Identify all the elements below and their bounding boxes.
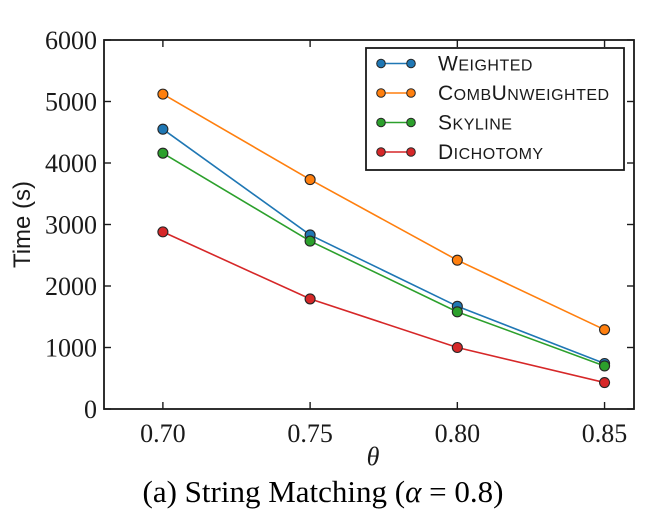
data-point-weighted <box>157 123 169 135</box>
y-tick-label: 5000 <box>45 88 97 117</box>
y-axis-label: Time (s) <box>9 181 36 268</box>
y-tick-label: 4000 <box>45 149 97 178</box>
series-line-dichotomy <box>162 231 605 384</box>
caption-prefix: (a) String Matching ( <box>142 474 406 509</box>
y-tick-label: 1000 <box>45 334 97 363</box>
data-point-skyline <box>451 306 463 318</box>
x-tick-label: 0.70 <box>140 419 186 448</box>
y-tick-label: 6000 <box>45 26 97 55</box>
data-point-combunweighted <box>157 88 169 100</box>
legend-marker <box>406 117 416 128</box>
data-point-dichotomy <box>451 341 463 354</box>
data-point-dichotomy <box>599 377 611 389</box>
data-point-skyline <box>304 235 316 247</box>
data-point-combunweighted <box>599 324 611 336</box>
data-point-dichotomy <box>304 293 316 305</box>
y-tick-label: 0 <box>84 395 97 424</box>
legend-label-skyline: SKYLINE <box>438 112 512 135</box>
caption-alpha: α <box>405 474 422 509</box>
data-point-combunweighted <box>451 254 463 266</box>
legend-label-combunweighted: COMBUNWEIGHTED <box>438 82 610 105</box>
x-axis-label: θ <box>367 442 380 470</box>
legend-label-dichotomy: DICHOTOMY <box>438 141 544 164</box>
data-point-skyline <box>157 147 169 159</box>
x-tick-label: 0.85 <box>582 419 628 448</box>
plot-frame <box>103 39 635 410</box>
data-point-dichotomy <box>157 226 169 238</box>
series-line-combunweighted <box>162 93 605 331</box>
series-line-weighted <box>162 128 605 365</box>
legend-marker <box>376 117 386 128</box>
figure-caption: (a) String Matching (α = 0.8) <box>0 474 646 510</box>
y-tick-label: 3000 <box>45 211 97 240</box>
data-point-combunweighted <box>304 174 316 186</box>
line-chart: 0.70 0.75 0.80 0.85 0 1000 2000 3000 4000 5000 600… <box>9 26 635 470</box>
caption-suffix: = 0.8) <box>421 474 504 509</box>
legend-marker <box>406 88 416 98</box>
data-point-skyline <box>599 360 611 372</box>
legend-marker <box>376 88 386 98</box>
x-tick-label: 0.80 <box>435 419 481 448</box>
x-tick-label: 0.75 <box>287 419 333 448</box>
legend-marker <box>376 58 386 69</box>
legend-marker <box>406 147 416 157</box>
legend-label-weighted: WEIGHTED <box>438 53 533 76</box>
legend-marker <box>376 147 386 157</box>
y-tick-label: 2000 <box>45 272 97 301</box>
legend-marker <box>406 58 416 69</box>
series-line-skyline <box>162 152 605 367</box>
